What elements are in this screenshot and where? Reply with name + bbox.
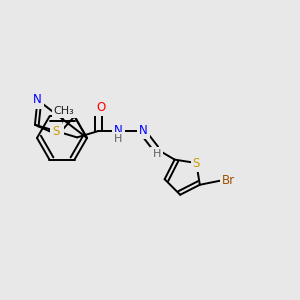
Text: H: H bbox=[152, 149, 161, 159]
Text: Br: Br bbox=[222, 174, 235, 187]
Text: N: N bbox=[53, 128, 62, 141]
Text: N: N bbox=[33, 93, 42, 106]
Text: O: O bbox=[97, 100, 106, 114]
Text: N: N bbox=[114, 124, 122, 136]
Text: N: N bbox=[139, 124, 148, 136]
Text: H: H bbox=[114, 134, 122, 144]
Text: S: S bbox=[52, 124, 60, 138]
Text: CH₃: CH₃ bbox=[54, 106, 74, 116]
Text: S: S bbox=[193, 157, 200, 169]
